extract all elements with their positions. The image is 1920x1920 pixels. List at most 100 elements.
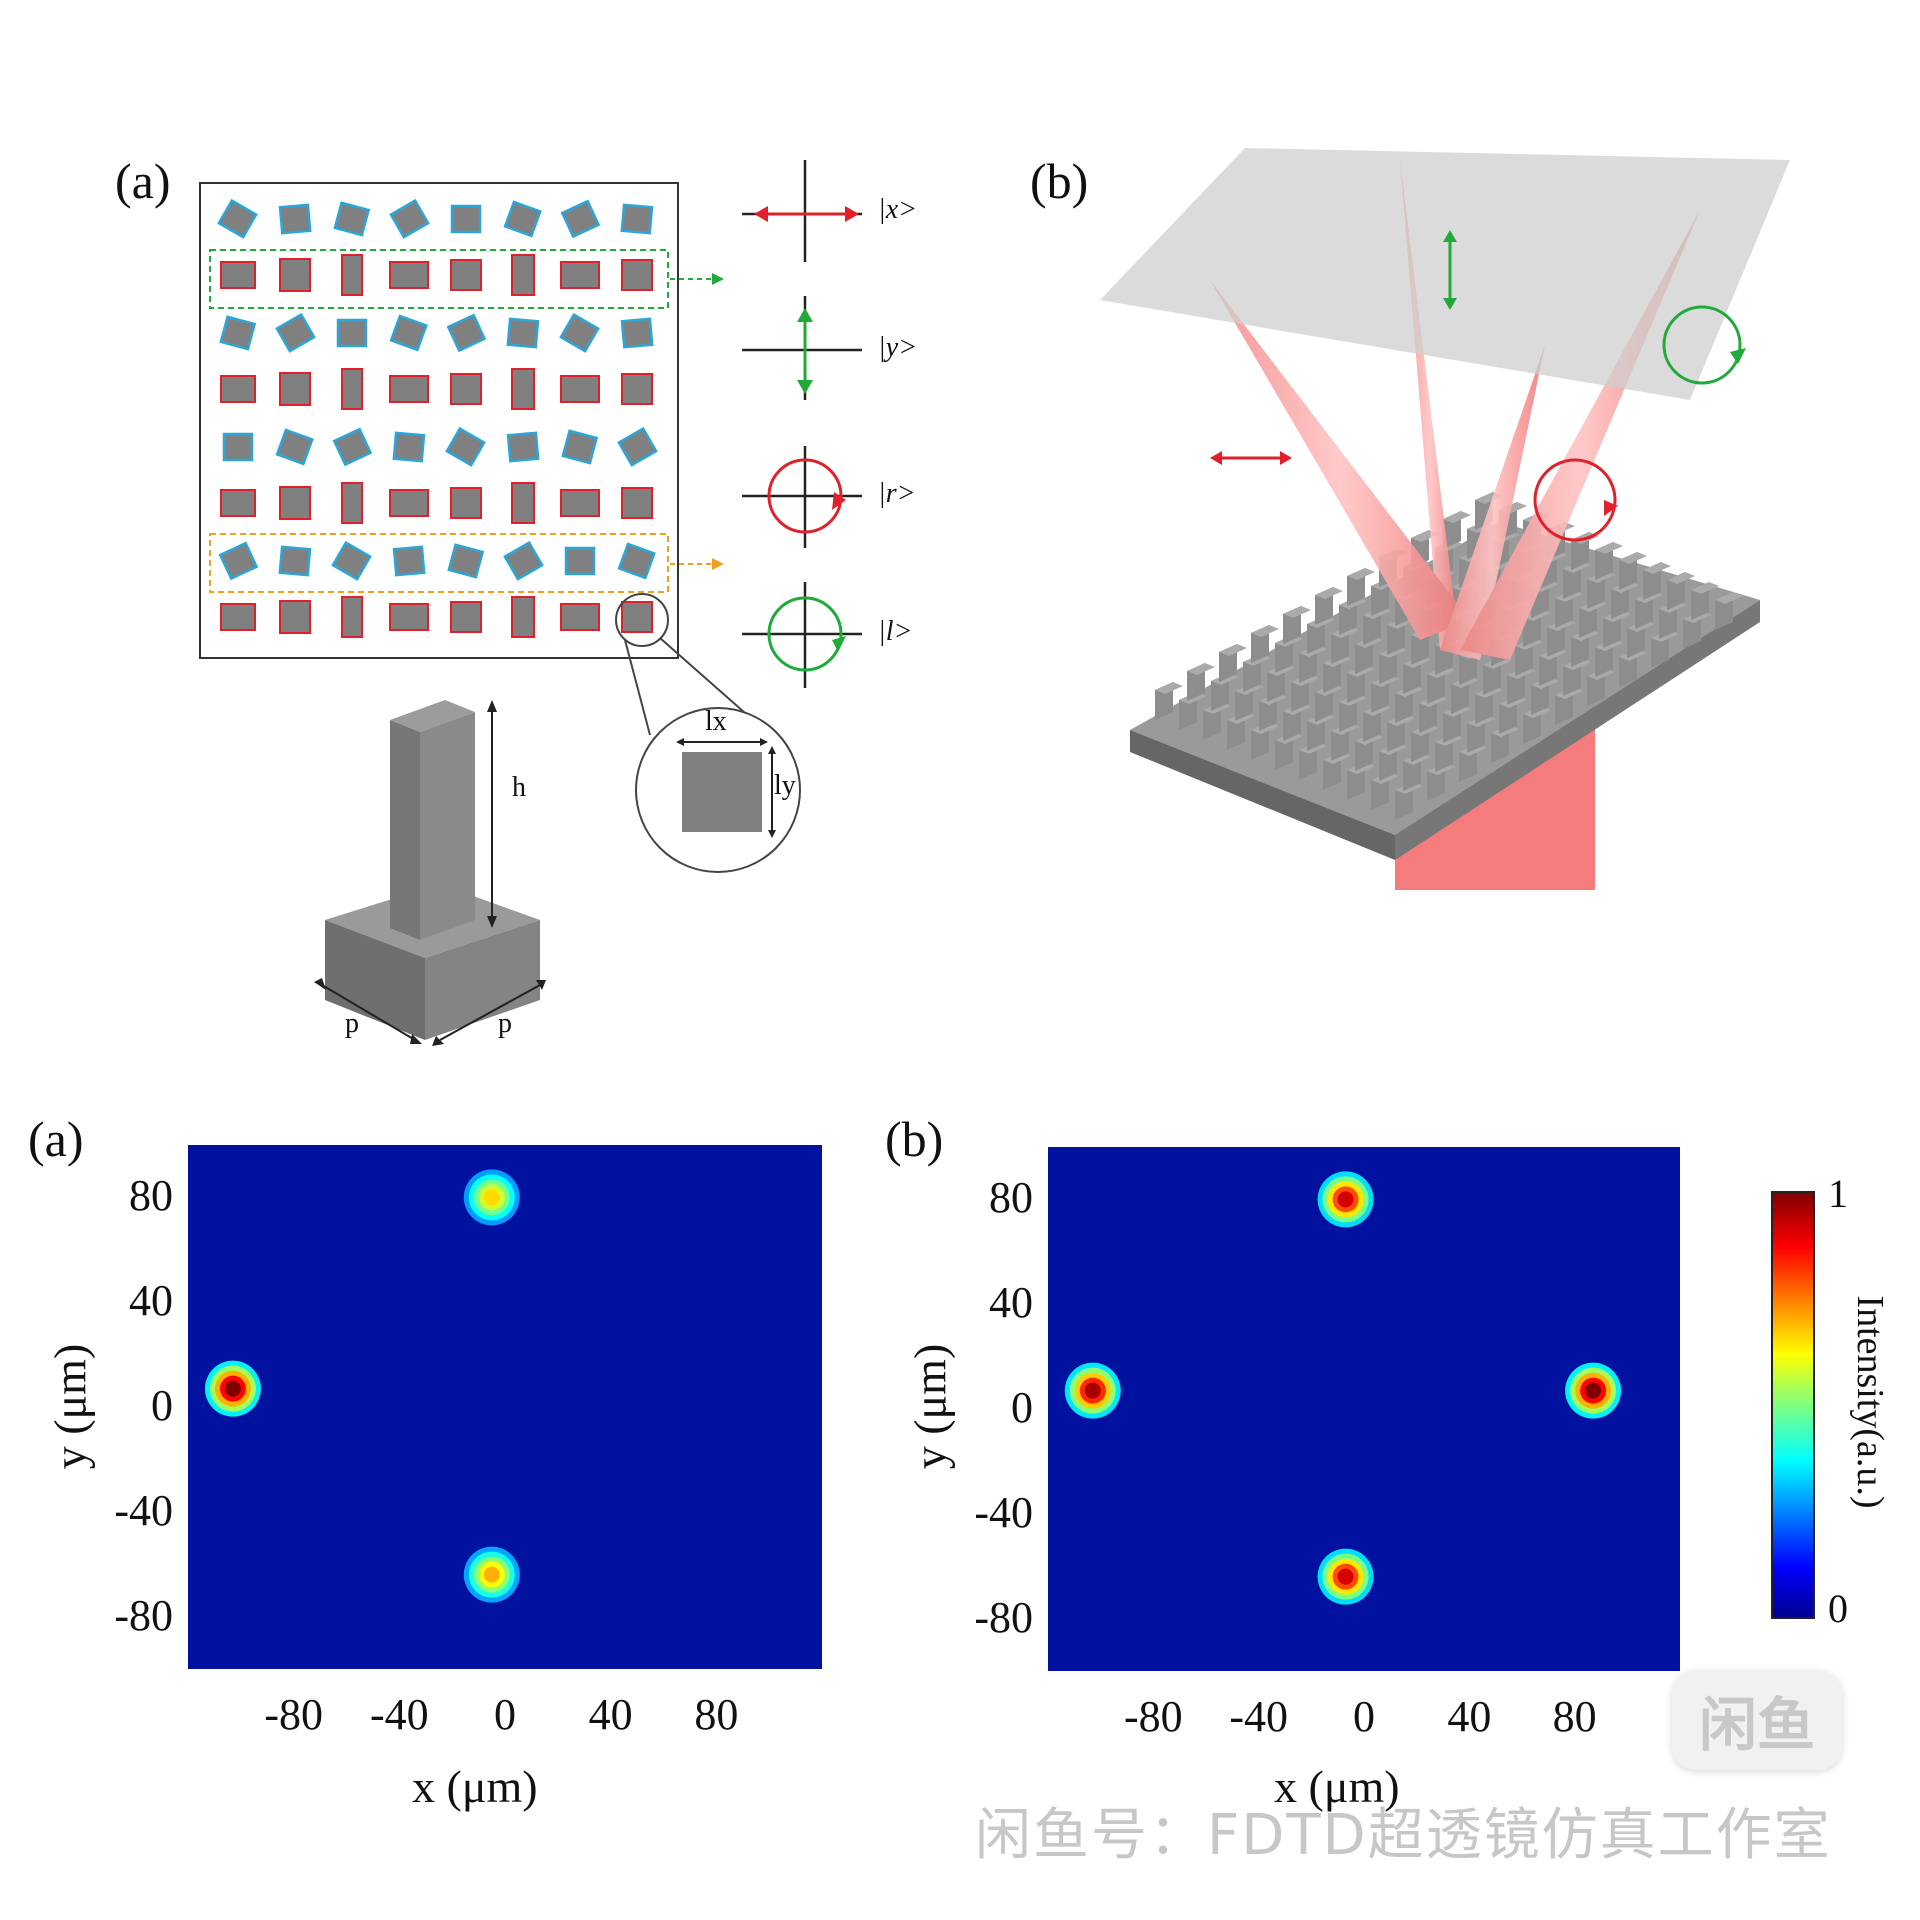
beam-illustration <box>1100 148 1790 890</box>
meta-pillar <box>560 489 600 517</box>
meta-pillar <box>620 203 654 235</box>
heatmap-ytick: -40 <box>114 1485 173 1535</box>
heatmap-a-label: (a) <box>28 1111 84 1167</box>
heatmap-xtick: 0 <box>1353 1692 1375 1741</box>
heatmap-b <box>1048 1147 1680 1671</box>
meta-pillar <box>341 482 363 524</box>
meta-pillar <box>511 368 535 410</box>
arrow-orange-head <box>712 558 724 570</box>
meta-pillar <box>506 317 540 349</box>
meta-pillar <box>333 201 371 237</box>
heatmap-xtick: 80 <box>1552 1692 1597 1741</box>
meta-pillar <box>279 258 311 292</box>
heatmap-xtick: 0 <box>494 1690 516 1739</box>
colorbar-label: Intensity(a.u.) <box>1849 1295 1891 1509</box>
highlight-box-orange <box>209 533 669 593</box>
heatmap-spot <box>1337 1191 1354 1208</box>
watermark-text: 闲鱼号：FDTD超透镜仿真工作室 <box>975 1803 1832 1868</box>
heatmap-a-ylabel: y (μm) <box>44 1343 96 1470</box>
heatmap-xtick: -80 <box>264 1690 323 1739</box>
meta-pillar <box>341 596 363 638</box>
meta-pillar <box>560 375 600 403</box>
meta-pillar <box>275 428 314 466</box>
meta-pillar <box>621 601 653 633</box>
heatmap-spot <box>224 1380 241 1397</box>
heatmap-b-label: (b) <box>885 1111 944 1167</box>
slab-pillar-top <box>1187 663 1215 675</box>
meta-pillar <box>450 601 482 633</box>
meta-pillar <box>445 426 486 467</box>
meta-pillar <box>450 487 482 519</box>
watermark-badge: 闲鱼 <box>1672 1670 1842 1770</box>
basis-l-symbol <box>742 582 862 688</box>
meta-pillar <box>621 373 653 405</box>
meta-pillar <box>220 261 256 289</box>
meta-pillar <box>332 427 373 467</box>
heatmap-spot <box>483 1189 500 1206</box>
zoom-line-2 <box>624 639 651 736</box>
meta-pillar <box>217 198 258 239</box>
zoom-source-circle <box>615 593 669 647</box>
heatmap-ytick: -80 <box>114 1590 173 1640</box>
meta-pillar <box>219 315 257 351</box>
dim-label-p-right: p <box>498 1008 512 1039</box>
meta-pillar <box>506 431 540 463</box>
meta-pillar <box>617 426 658 467</box>
meta-pillar <box>389 603 429 631</box>
heatmap-spot <box>1337 1568 1354 1585</box>
meta-pillar <box>392 431 426 463</box>
slab-pillar-top <box>1347 568 1375 580</box>
meta-pillar <box>279 600 311 634</box>
colorbar-min: 0 <box>1828 1586 1848 1631</box>
meta-pillar <box>559 312 600 353</box>
basis-label-y: |y> <box>878 332 918 363</box>
slab-pillar-top <box>1691 582 1719 594</box>
slab-pillar-top <box>1283 606 1311 618</box>
meta-pillar <box>275 312 316 353</box>
heatmap-b-xlabel: x (μm) <box>1274 1761 1400 1812</box>
heatmap-a <box>188 1145 822 1669</box>
meta-pillar <box>560 603 600 631</box>
meta-pillar <box>336 318 368 348</box>
meta-pillar <box>278 203 312 235</box>
meta-pillar <box>560 199 601 239</box>
colorbar-max: 1 <box>1828 1171 1848 1216</box>
panel-b-top-label: (b) <box>1030 153 1089 209</box>
meta-pillar <box>617 542 656 580</box>
heatmap-xtick: 80 <box>694 1690 739 1739</box>
heatmap-ytick: -40 <box>974 1487 1033 1537</box>
meta-pillar <box>511 254 535 296</box>
slab-pillar-top <box>1619 552 1647 564</box>
slab-pillar-top <box>1251 625 1279 637</box>
meta-pillar <box>389 261 429 289</box>
heatmap-xtick: 40 <box>1447 1692 1492 1741</box>
meta-pillar <box>447 543 485 579</box>
slab-pillar-top <box>1643 562 1671 574</box>
highlight-box-green <box>209 249 669 309</box>
meta-pillar <box>389 375 429 403</box>
meta-pillar <box>621 487 653 519</box>
basis-label-l: |l> <box>878 616 913 647</box>
basis-r-symbol <box>742 446 862 548</box>
arrow-green-head <box>712 273 724 285</box>
meta-pillar <box>341 368 363 410</box>
meta-pillar <box>389 198 430 239</box>
dim-label-ly: ly <box>774 770 796 801</box>
meta-pillar <box>621 259 653 291</box>
output-plane <box>1100 148 1790 400</box>
meta-pillar <box>511 482 535 524</box>
slab-pillars <box>1155 492 1743 820</box>
heatmap-xtick: 40 <box>588 1690 633 1739</box>
heatmap-ytick: 0 <box>151 1381 173 1430</box>
heatmap-xtick: -40 <box>1229 1692 1288 1741</box>
heatmap-ytick: 80 <box>129 1171 173 1221</box>
unit-cell-3d <box>325 700 540 1040</box>
slab-pillar-top <box>1219 644 1247 656</box>
slab-pillar-top <box>1443 511 1471 523</box>
meta-pillar <box>561 429 599 465</box>
heatmap-ytick: 80 <box>989 1173 1033 1223</box>
metasurface-layout <box>199 160 862 1046</box>
meta-pillar <box>450 204 482 234</box>
meta-pillar <box>331 540 372 581</box>
heatmap-ytick: 0 <box>1011 1383 1033 1432</box>
